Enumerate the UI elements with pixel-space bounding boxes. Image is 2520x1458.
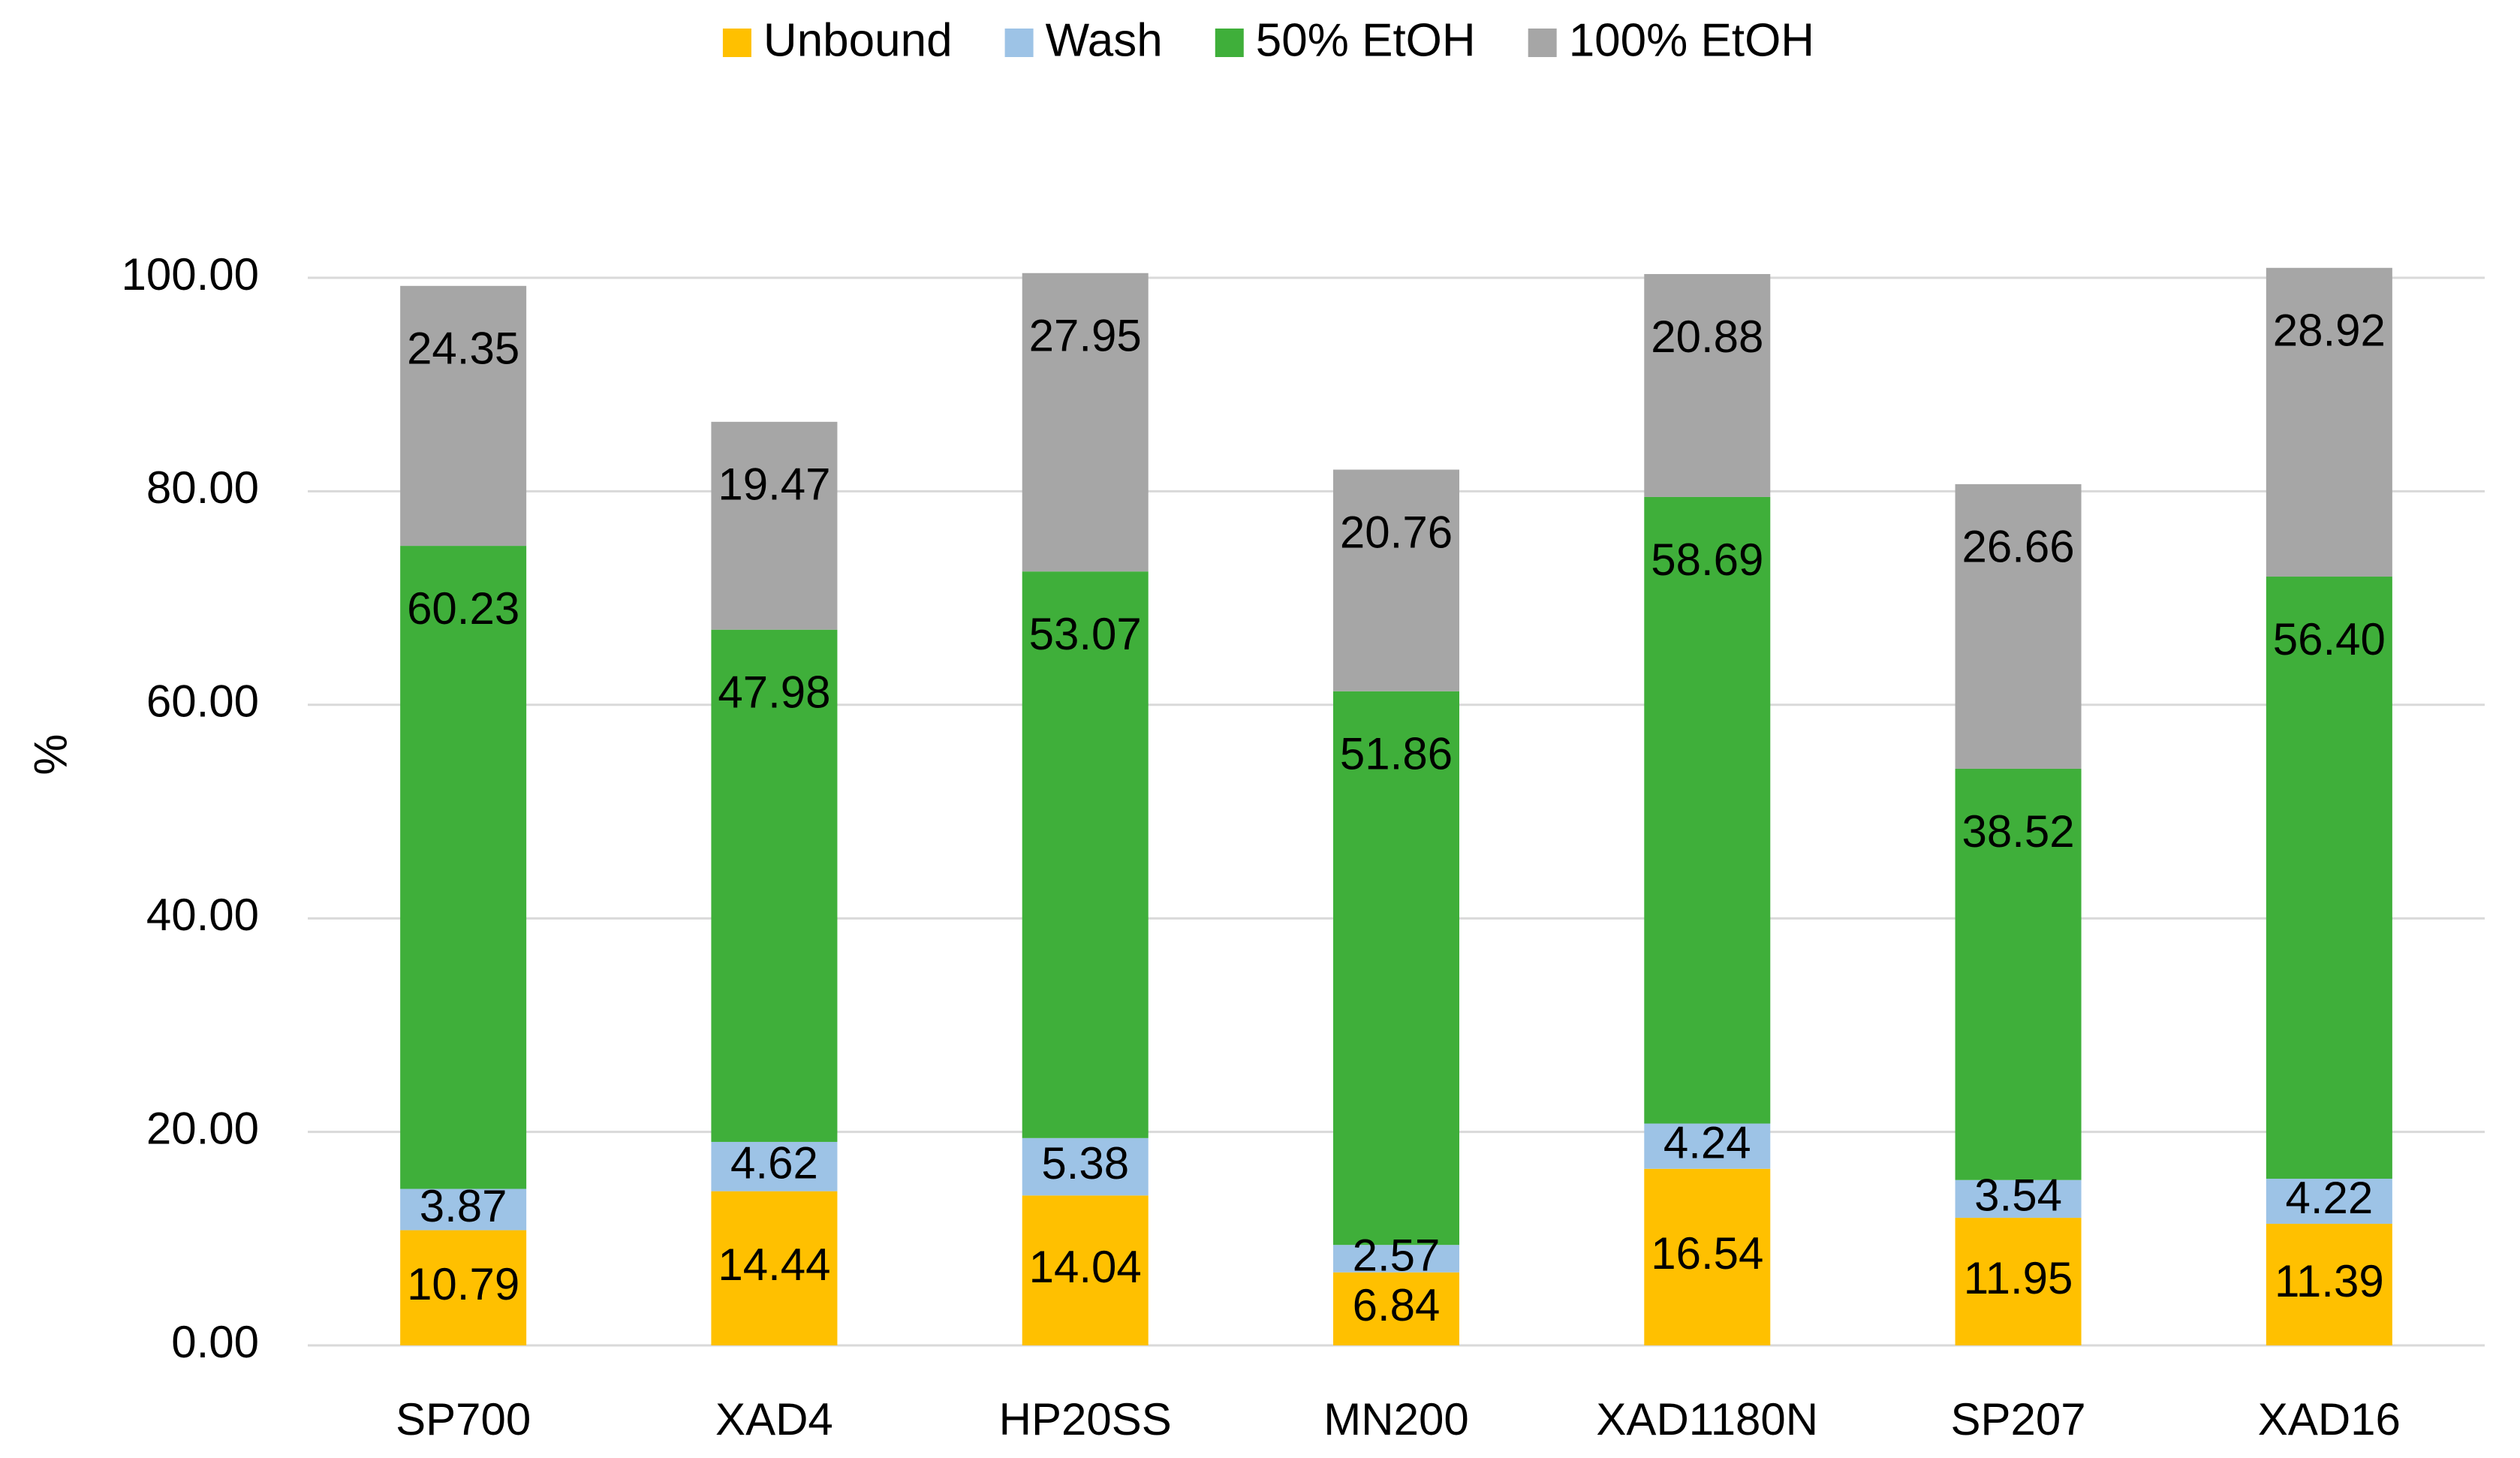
bar-segment: [1644, 274, 1771, 497]
x-tick-label: MN200: [1323, 1394, 1468, 1444]
data-label: 53.07: [1029, 609, 1142, 659]
data-label: 24.35: [407, 324, 519, 374]
data-label: 14.44: [718, 1240, 830, 1290]
x-tick-label: XAD4: [715, 1394, 833, 1444]
data-labels: 10.79 3.87 60.23 24.35 14.44 4.62 47.98 19.47 14…: [407, 306, 2386, 1331]
y-tick-label: 0.00: [171, 1317, 259, 1367]
legend-label: 50% EtOH: [1256, 14, 1476, 66]
x-axis-tick-labels: SP700 XAD4 HP20SS MN200 XAD1180N SP207 XAD16: [396, 1394, 2401, 1444]
bar-segment: [1644, 1168, 1771, 1345]
bar-segment: [1644, 496, 1771, 1124]
bar-segment: [711, 1141, 838, 1191]
bar-segment: [711, 629, 838, 1142]
bar-segment: [711, 421, 838, 630]
bar-segment: [2266, 1224, 2392, 1345]
bar-segment: [1022, 1195, 1149, 1345]
bar-segment: [1333, 1245, 1459, 1273]
legend-label: Wash: [1046, 14, 1163, 66]
data-label: 10.79: [407, 1259, 519, 1309]
bar-segment: [1022, 273, 1149, 572]
legend-swatch: [1004, 29, 1034, 57]
data-label: 58.69: [1651, 535, 1763, 585]
y-axis-title: %: [25, 734, 77, 775]
legend-item: Wash: [1004, 14, 1163, 66]
bar-segment: [2266, 577, 2392, 1179]
legend-swatch: [1215, 29, 1244, 57]
data-label: 28.92: [2273, 306, 2386, 356]
x-tick-label: SP700: [396, 1394, 531, 1444]
legend-swatch: [1528, 29, 1557, 57]
data-label: 38.52: [1962, 806, 2074, 857]
bar-segment: [400, 285, 527, 547]
bar-segment: [711, 1191, 838, 1345]
data-label: 4.22: [2285, 1173, 2373, 1223]
bar-segment: [1955, 768, 2082, 1180]
data-label: 19.47: [718, 459, 830, 510]
data-label: 11.95: [1964, 1253, 2073, 1303]
data-label: 51.86: [1340, 729, 1453, 779]
data-label: 2.57: [1353, 1230, 1441, 1280]
data-label: 4.62: [730, 1138, 818, 1188]
data-label: 20.88: [1651, 312, 1763, 362]
data-label: 6.84: [1353, 1280, 1441, 1330]
x-tick-label: SP207: [1950, 1394, 2085, 1444]
data-label: 3.54: [1974, 1170, 2062, 1221]
data-label: 5.38: [1041, 1138, 1129, 1188]
legend-label: 100% EtOH: [1569, 14, 1814, 66]
data-label: 4.24: [1663, 1117, 1751, 1167]
bar-segment: [400, 1188, 527, 1231]
y-tick-label: 80.00: [146, 462, 259, 513]
y-tick-label: 100.00: [121, 249, 259, 300]
data-label: 56.40: [2273, 614, 2386, 664]
legend-label: Unbound: [763, 14, 953, 66]
bar-segment: [1022, 571, 1149, 1138]
data-label: 3.87: [420, 1181, 507, 1231]
bar-segment: [1955, 1179, 2082, 1219]
bar-segment: [1333, 1272, 1459, 1345]
y-axis-tick-labels: 0.00 20.00 40.00 60.00 80.00 100.00: [121, 249, 259, 1367]
bar-segment: [1955, 483, 2082, 769]
bar-segment: [1333, 691, 1459, 1246]
legend-item: Unbound: [722, 14, 953, 66]
bar-segment: [1333, 469, 1459, 691]
legend-item: 100% EtOH: [1528, 14, 1814, 66]
legend: Unbound Wash 50% EtOH 100% EtOH: [722, 14, 1814, 66]
bar-segment: [400, 546, 527, 1189]
data-label: 47.98: [718, 667, 830, 718]
bar-segment: [1022, 1137, 1149, 1196]
x-tick-label: XAD1180N: [1596, 1394, 1818, 1444]
data-label: 27.95: [1029, 311, 1142, 361]
y-tick-label: 60.00: [146, 676, 259, 727]
x-tick-label: HP20SS: [999, 1394, 1172, 1444]
data-label: 16.54: [1651, 1228, 1763, 1279]
data-label: 26.66: [1962, 522, 2074, 572]
data-label: 14.04: [1029, 1242, 1142, 1292]
legend-item: 50% EtOH: [1215, 14, 1476, 66]
bar-segment: [1644, 1123, 1771, 1169]
data-label: 60.23: [407, 583, 519, 634]
bars: [400, 267, 2392, 1345]
data-label: 11.39: [2275, 1256, 2384, 1306]
legend-swatch: [722, 29, 751, 57]
bar-segment: [400, 1230, 527, 1345]
bar-segment: [1955, 1218, 2082, 1345]
bar-segment: [2266, 267, 2392, 577]
data-label: 20.76: [1340, 507, 1453, 557]
bar-segment: [2266, 1179, 2392, 1225]
y-tick-label: 40.00: [146, 890, 259, 940]
x-tick-label: XAD16: [2258, 1394, 2401, 1444]
y-tick-label: 20.00: [146, 1103, 259, 1153]
